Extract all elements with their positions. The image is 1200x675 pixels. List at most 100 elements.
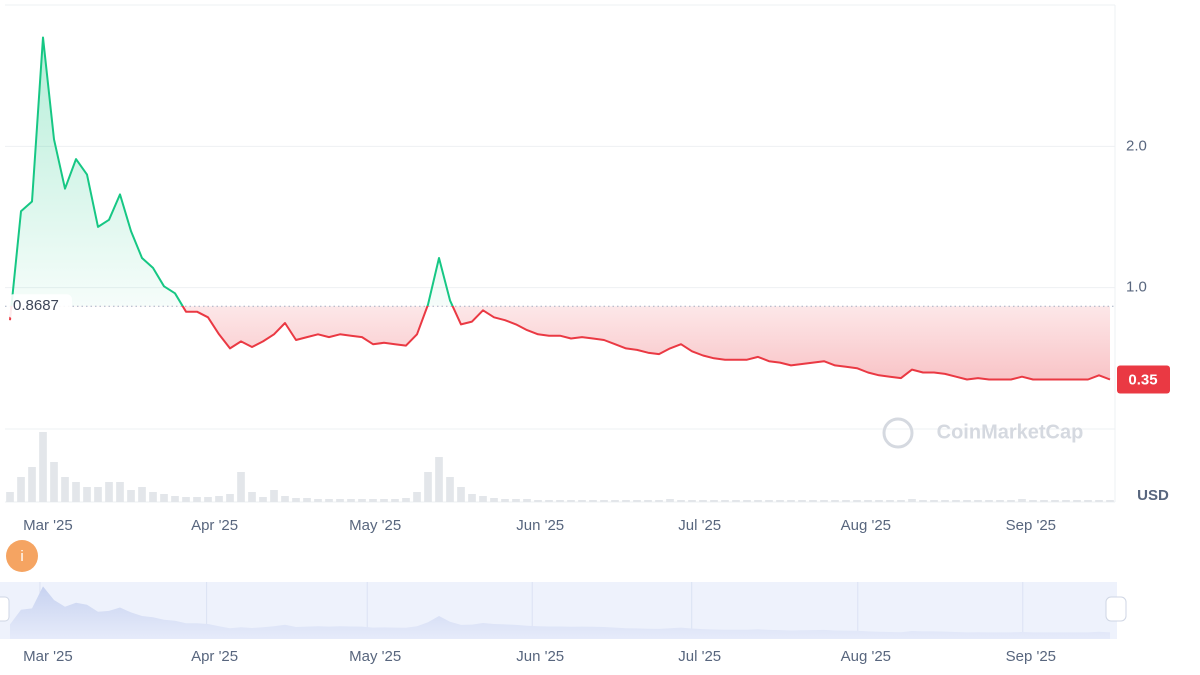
volume-bar — [952, 500, 960, 502]
x-tick-label: May '25 — [349, 517, 401, 534]
volume-bar — [622, 500, 630, 502]
volume-bar — [105, 482, 113, 502]
volume-bar — [655, 500, 663, 502]
info-icon[interactable] — [6, 540, 38, 572]
volume-bar — [930, 500, 938, 502]
navigator-area — [10, 586, 1110, 639]
volume-bar — [303, 498, 311, 502]
y-tick-label: 2.0 — [1126, 137, 1147, 154]
navigator-handle[interactable] — [1105, 596, 1127, 622]
volume-bar — [72, 482, 80, 502]
volume-bar — [391, 499, 399, 502]
volume-bar — [677, 500, 685, 502]
volume-bar — [116, 482, 124, 502]
volume-bar — [1029, 500, 1037, 502]
x-tick-label: Aug '25 — [841, 517, 891, 534]
volume-bar — [6, 492, 14, 502]
volume-bar — [886, 500, 894, 502]
volume-bar — [996, 500, 1004, 502]
navigator-tick-label: Apr '25 — [191, 648, 238, 665]
navigator-handle[interactable] — [0, 596, 10, 622]
navigator-tick-label: Aug '25 — [841, 648, 891, 665]
volume-bar — [149, 492, 157, 502]
volume-bar — [446, 477, 454, 502]
x-tick-label: Jul '25 — [678, 517, 721, 534]
price-line — [9, 36, 1111, 381]
volume-bar — [259, 497, 267, 502]
volume-bar — [369, 499, 377, 502]
volume-bar — [402, 498, 410, 502]
volume-bar — [633, 500, 641, 502]
volume-bar — [94, 487, 102, 502]
volume-bar — [435, 457, 443, 502]
volume-bar — [1018, 499, 1026, 502]
volume-bar — [424, 472, 432, 502]
navigator-tick-label: Jul '25 — [678, 648, 721, 665]
volume-bar — [413, 492, 421, 502]
volume-bar — [908, 499, 916, 502]
volume-bar — [83, 487, 91, 502]
volume-bar — [787, 500, 795, 502]
baseline-label: 0.8687 — [13, 297, 59, 314]
volume-bar — [919, 500, 927, 502]
volume-bar — [380, 499, 388, 502]
volume-bar — [732, 500, 740, 502]
volume-bar — [336, 499, 344, 502]
info-icon-text: i — [20, 548, 23, 565]
navigator-tick-label: May '25 — [349, 648, 401, 665]
volume-bar — [534, 500, 542, 502]
volume-bar — [237, 472, 245, 502]
volume-bar — [1095, 500, 1103, 502]
volume-bar — [809, 500, 817, 502]
volume-bar — [545, 500, 553, 502]
volume-bar — [1062, 500, 1070, 502]
volume-bar — [710, 500, 718, 502]
volume-bar — [941, 500, 949, 502]
x-tick-label: Sep '25 — [1006, 517, 1056, 534]
volume-bar — [567, 500, 575, 502]
volume-bar — [1073, 500, 1081, 502]
volume-bar — [1040, 500, 1048, 502]
watermark: CoinMarketCap — [937, 421, 1084, 443]
volume-bar — [171, 496, 179, 502]
volume-bar — [358, 499, 366, 502]
volume-bar — [28, 467, 36, 502]
current-price-label: 0.35 — [1128, 372, 1157, 389]
volume-bar — [226, 494, 234, 502]
x-tick-label: Mar '25 — [23, 517, 73, 534]
volume-bar — [1051, 500, 1059, 502]
volume-bar — [589, 500, 597, 502]
volume-bar — [17, 477, 25, 502]
x-tick-label: Jun '25 — [516, 517, 564, 534]
volume-bar — [600, 500, 608, 502]
volume-bar — [490, 498, 498, 502]
volume-bar — [853, 500, 861, 502]
volume-bar — [457, 487, 465, 502]
volume-bar — [644, 500, 652, 502]
volume-bar — [182, 497, 190, 502]
volume-bar — [501, 499, 509, 502]
price-area — [10, 37, 1110, 380]
volume-bar — [138, 487, 146, 502]
volume-bar — [193, 497, 201, 502]
volume-bar — [721, 500, 729, 502]
volume-bar — [325, 499, 333, 502]
baseline-label-bg — [8, 294, 72, 319]
volume-bar — [523, 499, 531, 502]
volume-bar — [611, 500, 619, 502]
volume-bar — [314, 499, 322, 502]
watermark-logo — [882, 417, 914, 449]
currency-label: USD — [1137, 487, 1169, 504]
volume-bar — [248, 492, 256, 502]
volume-bar — [743, 500, 751, 502]
volume-bar — [50, 462, 58, 502]
volume-bar — [61, 477, 69, 502]
current-price-bg — [1117, 365, 1170, 394]
volume-bar — [292, 498, 300, 502]
y-tick-label: 1.0 — [1126, 279, 1147, 296]
volume-bar — [468, 494, 476, 502]
volume-bar — [1007, 500, 1015, 502]
volume-bar — [666, 499, 674, 502]
volume-bar — [347, 499, 355, 502]
